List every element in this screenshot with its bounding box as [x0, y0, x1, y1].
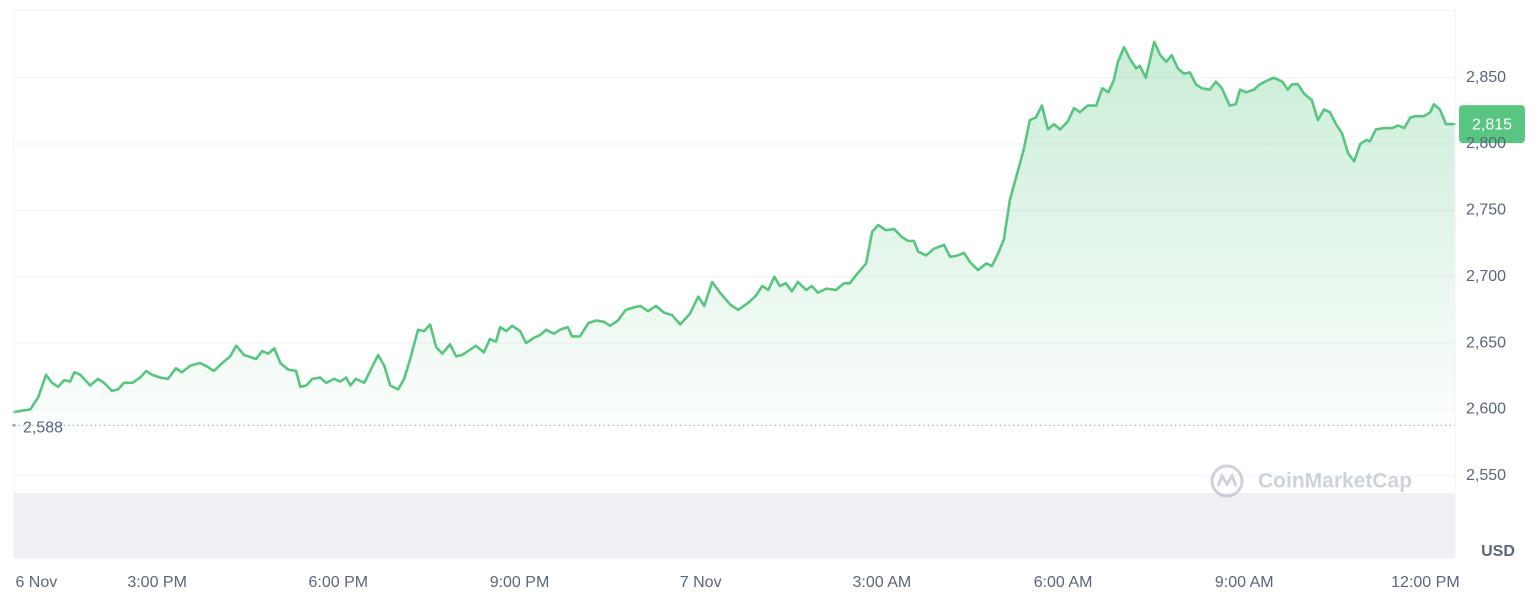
x-tick-label: 12:00 PM: [1391, 574, 1459, 591]
marks: 2,588 2,815: [12, 40, 1525, 437]
y-unit: USD: [1481, 543, 1515, 560]
x-tick-label: 3:00 PM: [127, 574, 187, 591]
last-price-label: 2,815: [1472, 116, 1512, 133]
watermark-logo-mark: [1216, 472, 1238, 487]
area: [14, 41, 1455, 426]
plot-frame: [13, 9, 1456, 559]
reference-label: 2,588: [23, 420, 63, 437]
last-price-badge: [1459, 105, 1525, 144]
x-tick-label: 3:00 AM: [853, 574, 912, 591]
x-tick-label: 6 Nov: [15, 574, 57, 591]
y-tick-label: 2,750: [1466, 202, 1506, 219]
x-tick-label: 6:00 PM: [309, 574, 369, 591]
y-tick-label: 2,650: [1466, 334, 1506, 351]
price-line: [12, 40, 1457, 414]
watermark-logo: [1210, 464, 1244, 498]
x-tick-label: 9:00 PM: [490, 574, 550, 591]
y-tick-label: 2,600: [1466, 401, 1506, 418]
x-tick-label: 7 Nov: [680, 574, 722, 591]
y-tick-label: 2,850: [1466, 69, 1506, 86]
y-tick-label: 2,800: [1466, 135, 1506, 152]
y-tick-label: 2,550: [1466, 467, 1506, 484]
y-tick-label: 2,700: [1466, 268, 1506, 285]
watermark-text: CoinMarketCap: [1258, 470, 1412, 493]
volume-background: [14, 493, 1455, 558]
watermark: CoinMarketCap: [1210, 464, 1412, 498]
x-tick-label: 6:00 AM: [1034, 574, 1093, 591]
x-tick-label: 9:00 AM: [1215, 574, 1274, 591]
